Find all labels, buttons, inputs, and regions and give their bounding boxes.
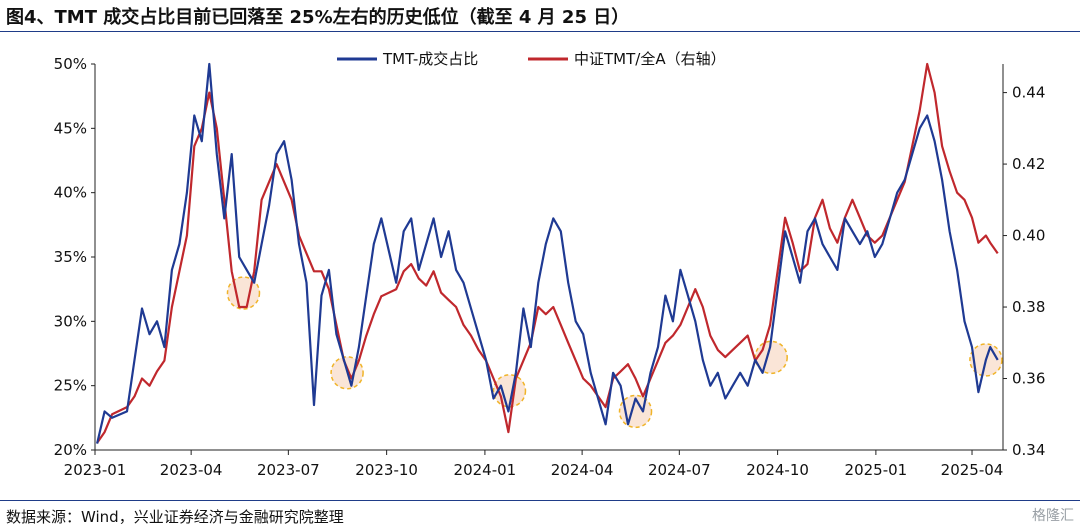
watermark-logo: 格隆汇 <box>1032 508 1074 524</box>
x-tick-label: 2023-07 <box>257 461 320 479</box>
csi-tmt-vs-a-ratio-line <box>96 62 999 444</box>
x-tick-label: 2024-07 <box>648 461 711 479</box>
source-bar: 数据来源：Wind，兴业证券经济与金融研究院整理 格隆汇 <box>0 500 1080 528</box>
highlight-circles-group <box>226 276 1003 429</box>
right-tick-label: 0.38 <box>1012 298 1045 316</box>
x-tick-label: 2024-01 <box>454 461 517 479</box>
legend: TMT-成交占比 中证TMT/全A（右轴） <box>337 50 726 68</box>
left-tick-label: 30% <box>54 312 87 330</box>
left-tick-label: 45% <box>54 119 87 137</box>
tmt-turnover-chart: 20% 25% 30% 35% 40% 45% 50% 0.34 0.36 0.38 0.40 0.4… <box>54 50 1046 479</box>
right-tick-label: 0.40 <box>1012 227 1045 245</box>
x-tick-label: 2025-04 <box>941 461 1004 479</box>
right-tick-label: 0.44 <box>1012 84 1045 102</box>
right-tick-label: 0.36 <box>1012 370 1045 388</box>
x-tick-label: 2024-04 <box>551 461 614 479</box>
x-tick-label: 2024-10 <box>746 461 809 479</box>
left-tick-label: 35% <box>54 248 87 266</box>
left-tick-label: 40% <box>54 184 87 202</box>
title-bar: 图4、TMT 成交占比目前已回落至 25%左右的历史低位（截至 4 月 25 日… <box>0 0 1080 32</box>
x-tick-label: 2025-01 <box>845 461 908 479</box>
x-tick-label: 2023-01 <box>64 461 127 479</box>
left-tick-label: 20% <box>54 441 87 459</box>
axes-group: 20% 25% 30% 35% 40% 45% 50% 0.34 0.36 0.38 0.40 0.4… <box>54 55 1046 479</box>
right-tick-label: 0.34 <box>1012 441 1045 459</box>
left-tick-label: 25% <box>54 377 87 395</box>
legend-label: 中证TMT/全A（右轴） <box>574 50 726 68</box>
series-group <box>96 62 999 444</box>
x-tick-label: 2023-04 <box>160 461 223 479</box>
right-tick-label: 0.42 <box>1012 155 1045 173</box>
tmt-turnover-share-line <box>96 62 999 444</box>
source-note: 数据来源：Wind，兴业证券经济与金融研究院整理 <box>6 508 344 526</box>
x-tick-label: 2023-10 <box>355 461 418 479</box>
legend-label: TMT-成交占比 <box>382 50 478 68</box>
left-tick-label: 50% <box>54 55 87 73</box>
chart-title: 图4、TMT 成交占比目前已回落至 25%左右的历史低位（截至 4 月 25 日… <box>6 7 630 28</box>
